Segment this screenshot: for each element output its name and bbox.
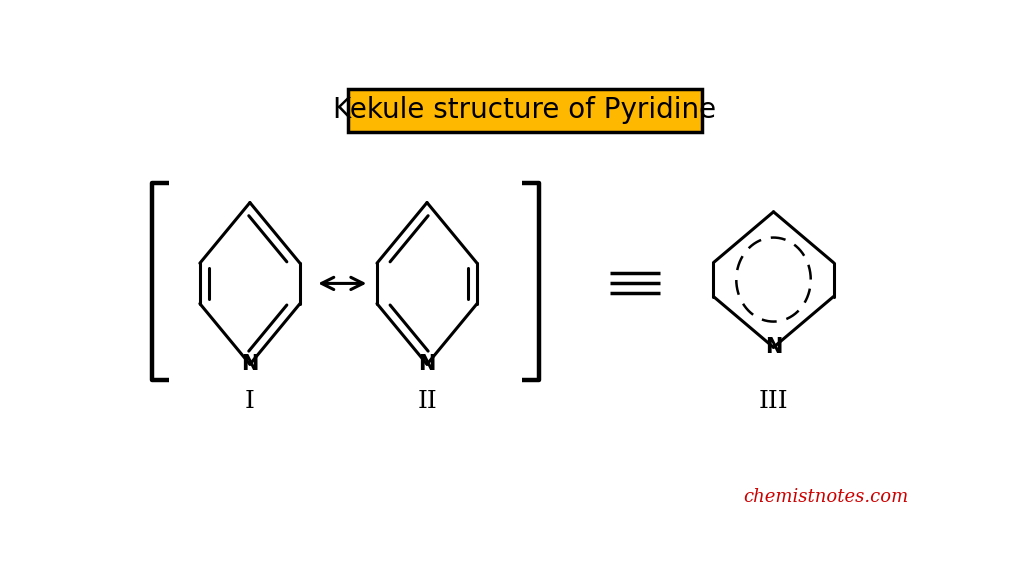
Text: II: II bbox=[417, 390, 437, 413]
Text: Kekule structure of Pyridine: Kekule structure of Pyridine bbox=[333, 96, 717, 124]
Text: I: I bbox=[245, 390, 255, 413]
Bar bbox=[348, 88, 701, 132]
Text: N: N bbox=[419, 354, 435, 375]
Text: N: N bbox=[765, 338, 782, 357]
Text: III: III bbox=[759, 390, 788, 413]
Text: chemistnotes.com: chemistnotes.com bbox=[743, 488, 908, 506]
Text: N: N bbox=[242, 354, 259, 375]
